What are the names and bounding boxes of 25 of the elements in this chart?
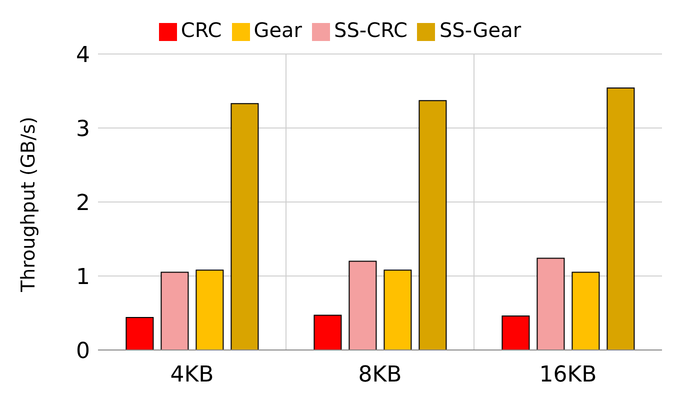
bar: [502, 315, 530, 350]
y-tick-label: 1: [76, 264, 90, 290]
y-tick-label: 3: [76, 116, 90, 142]
y-tick-label: 2: [76, 190, 90, 216]
bar: [348, 260, 377, 350]
x-tick-label: 16KB: [539, 362, 597, 388]
x-tick-label: 8KB: [358, 362, 402, 388]
bar: [384, 270, 412, 350]
bar: [314, 314, 342, 350]
y-tick-label: 4: [76, 42, 90, 68]
bar: [536, 258, 565, 350]
bar: [418, 100, 447, 350]
x-tick-label: 4KB: [170, 362, 214, 388]
bar: [196, 270, 224, 350]
legend-label: SS-Gear: [439, 18, 522, 42]
legend-label: SS-CRC: [334, 18, 408, 42]
legend-label: Gear: [254, 18, 302, 42]
y-tick-label: 0: [76, 338, 90, 364]
y-axis-title: Throughput (GB/s): [18, 116, 40, 293]
bar: [572, 272, 600, 350]
bar: [126, 316, 154, 350]
bar: [160, 272, 189, 350]
legend-label: CRC: [180, 18, 222, 42]
bar: [230, 103, 259, 350]
bar: [606, 88, 635, 350]
